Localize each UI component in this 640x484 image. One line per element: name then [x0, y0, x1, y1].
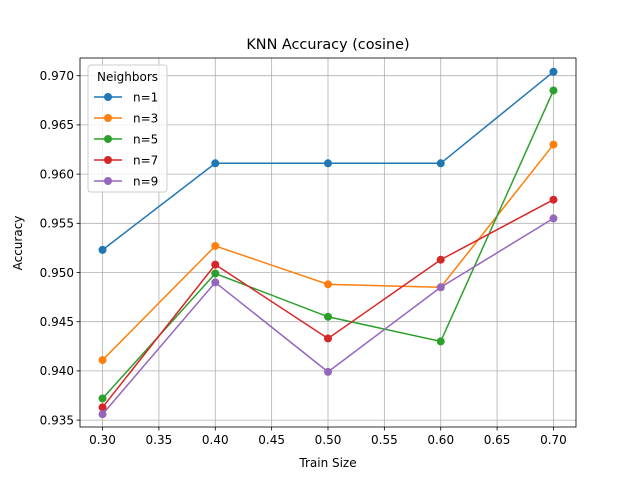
data-point-n=9	[98, 410, 107, 419]
data-point-n=5	[436, 337, 445, 346]
data-point-n=5	[549, 86, 558, 95]
x-tick-label: 0.60	[427, 433, 454, 447]
x-tick-label: 0.45	[258, 433, 285, 447]
x-tick-label: 0.65	[484, 433, 511, 447]
x-axis-label: Train Size	[298, 456, 356, 470]
y-axis-label: Accuracy	[11, 216, 25, 271]
legend-swatch-marker	[104, 93, 112, 101]
y-tick-label: 0.945	[40, 315, 74, 329]
data-point-n=3	[324, 280, 332, 289]
data-point-n=3	[98, 356, 107, 365]
legend-label: n=7	[133, 153, 158, 167]
series-layer	[98, 67, 558, 419]
legend-label: n=9	[133, 174, 158, 188]
legend-swatch-marker	[104, 177, 112, 185]
data-point-n=5	[211, 269, 220, 278]
data-point-n=7	[211, 260, 220, 269]
y-tick-label: 0.970	[40, 69, 74, 83]
legend-label: n=3	[133, 111, 158, 125]
x-tick-label: 0.35	[146, 433, 173, 447]
y-tick-label: 0.950	[40, 266, 74, 280]
legend-label: n=5	[133, 132, 158, 146]
y-tick-label: 0.960	[40, 167, 74, 181]
data-point-n=9	[211, 278, 220, 287]
data-point-n=7	[436, 255, 445, 264]
x-tick-label: 0.55	[371, 433, 398, 447]
data-point-n=7	[324, 334, 332, 343]
y-tick-label: 0.935	[40, 413, 74, 427]
x-tick-label: 0.30	[89, 433, 116, 447]
x-tick-label: 0.70	[540, 433, 567, 447]
legend-swatch-marker	[104, 156, 112, 164]
legend-title: Neighbors	[97, 70, 158, 84]
y-tick-label: 0.940	[40, 364, 74, 378]
legend: Neighbors n=1 n=3 n=5 n=7 n=9	[87, 64, 168, 193]
x-tick-label: 0.40	[202, 433, 229, 447]
data-point-n=3	[211, 241, 220, 250]
data-point-n=9	[549, 214, 558, 223]
data-point-n=9	[436, 283, 445, 292]
y-tick-label: 0.965	[40, 118, 74, 132]
chart-title: KNN Accuracy (cosine)	[246, 37, 409, 53]
data-point-n=1	[98, 245, 107, 254]
data-point-n=1	[436, 159, 445, 168]
legend-swatch-marker	[104, 135, 112, 143]
axes-layer: 0.30 0.35 0.40 0.45 0.50 0.55 0.60 0.65 0.70 0.93…	[40, 57, 577, 447]
x-tick-label: 0.50	[315, 433, 342, 447]
data-point-n=5	[324, 312, 332, 321]
y-tick-label: 0.955	[40, 217, 74, 231]
data-point-n=1	[211, 159, 220, 168]
data-point-n=1	[324, 159, 332, 168]
data-point-n=5	[98, 394, 107, 403]
legend-swatch-marker	[104, 114, 112, 122]
data-point-n=7	[98, 403, 107, 412]
legend-box	[87, 64, 168, 193]
legend-label: n=1	[133, 90, 158, 104]
data-point-n=9	[324, 367, 332, 376]
data-point-n=3	[549, 140, 558, 149]
data-point-n=1	[549, 67, 558, 76]
data-point-n=7	[549, 195, 558, 204]
